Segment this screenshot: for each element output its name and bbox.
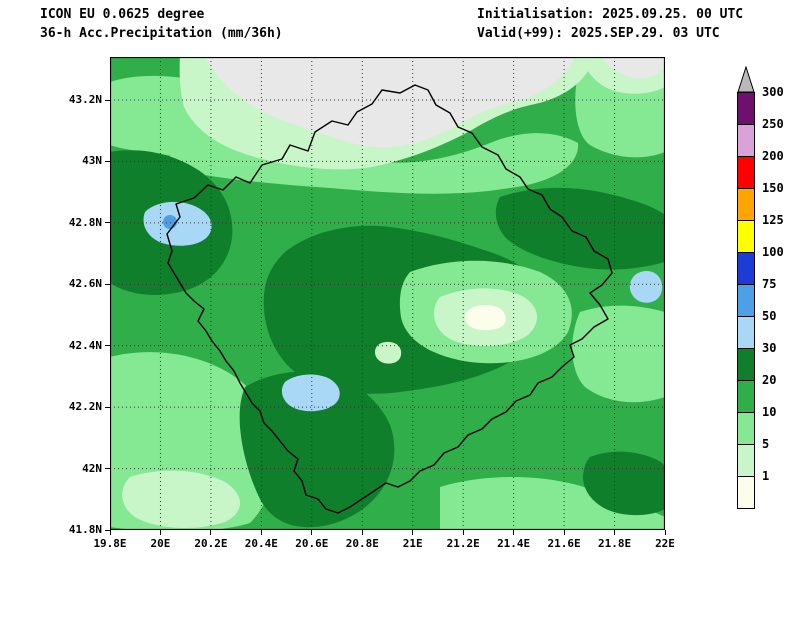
colorbar-label: 5 <box>762 437 770 451</box>
x-tick-label: 20.6E <box>295 537 329 550</box>
colorbar-segment-100-125 <box>737 220 755 253</box>
contour-region-50-75 <box>163 215 177 229</box>
x-tick-label: 21.2E <box>446 537 480 550</box>
contour-region-1-5 <box>375 341 402 364</box>
colorbar-label: 20 <box>762 373 777 387</box>
colorbar-segment-200-250 <box>737 124 755 157</box>
y-tick-mark <box>105 529 110 531</box>
y-tick-label: 42.6N <box>68 277 102 291</box>
x-tick-mark <box>311 530 313 535</box>
y-tick-mark <box>105 222 110 224</box>
x-tick-label: 21E <box>402 537 423 550</box>
y-tick-mark <box>105 406 110 408</box>
x-tick-mark <box>513 530 515 535</box>
contour-region-30-50 <box>281 374 340 412</box>
colorbar-segment-5-10 <box>737 412 755 445</box>
colorbar-label: 300 <box>762 85 784 99</box>
colorbar-label: 125 <box>762 213 784 227</box>
colorbar-segment-<1 <box>737 476 755 509</box>
colorbar-segment-1-5 <box>737 444 755 477</box>
contour-region-0 <box>205 57 575 148</box>
colorbar-overflow-triangle <box>737 66 755 93</box>
x-tick-label: 21.8E <box>597 537 632 550</box>
x-tick-mark <box>109 530 111 535</box>
colorbar-label: 75 <box>762 277 777 291</box>
model-label: ICON EU 0.0625 degree <box>40 7 205 22</box>
colorbar-segment-150-200 <box>737 156 755 189</box>
colorbar-segment-20-30 <box>737 348 755 381</box>
colorbar-label: 150 <box>762 181 784 195</box>
y-tick-label: 42.8N <box>68 215 102 229</box>
colorbar-segment-125-150 <box>737 188 755 221</box>
x-tick-label: 20E <box>150 537 171 550</box>
x-tick-label: 19.8E <box>93 537 127 550</box>
x-tick-mark <box>563 530 565 535</box>
y-tick-mark <box>105 99 110 101</box>
init-time-label: Initialisation: 2025.09.25. 00 UTC <box>477 7 744 22</box>
contour-region-<1 <box>465 305 506 331</box>
plot-frame <box>110 57 665 530</box>
x-tick-label: 21.6E <box>547 537 581 550</box>
colorbar-label: 10 <box>762 405 777 419</box>
contour-region-5-10 <box>572 305 665 403</box>
x-tick-mark <box>210 530 212 535</box>
x-tick-label: 20.2E <box>194 537 228 550</box>
valid-time-label: Valid(+99): 2025.SEP.29. 03 UTC <box>477 26 720 41</box>
precipitation-contour-map <box>110 57 665 530</box>
y-tick-label: 43N <box>82 154 102 168</box>
x-tick-mark <box>614 530 616 535</box>
x-tick-mark <box>412 530 414 535</box>
y-tick-label: 42N <box>82 461 102 475</box>
contour-region-20-30 <box>495 187 665 270</box>
x-tick-mark <box>361 530 363 535</box>
contour-region-0 <box>602 57 665 79</box>
colorbar-label: 30 <box>762 341 777 355</box>
y-tick-mark <box>105 468 110 470</box>
colorbar-label: 100 <box>762 245 784 259</box>
x-tick-mark <box>260 530 262 535</box>
colorbar-label: 200 <box>762 149 784 163</box>
country-border <box>166 84 613 514</box>
colorbar-label: 1 <box>762 469 770 483</box>
contour-region-20-30 <box>582 451 665 516</box>
y-tick-mark <box>105 160 110 162</box>
colorbar-segment-50-75 <box>737 284 755 317</box>
y-tick-mark <box>105 283 110 285</box>
y-tick-mark <box>105 345 110 347</box>
x-tick-mark <box>664 530 666 535</box>
contour-region-30-50 <box>629 271 663 303</box>
x-tick-label: 22E <box>655 537 675 550</box>
y-tick-label: 43.2N <box>68 93 102 106</box>
colorbar-segment-10-20 <box>737 380 755 413</box>
x-tick-label: 20.8E <box>345 537 379 550</box>
x-tick-label: 20.4E <box>244 537 278 550</box>
x-tick-mark <box>159 530 161 535</box>
y-tick-label: 41.8N <box>68 523 102 536</box>
contour-region-30-50 <box>143 201 212 246</box>
contour-region-5-10 <box>440 477 665 530</box>
colorbar-label: 250 <box>762 117 784 131</box>
y-tick-label: 42.4N <box>68 338 102 352</box>
contour-region-20-30 <box>239 371 395 528</box>
colorbar-segment-30-50 <box>737 316 755 349</box>
colorbar-segment-250-300 <box>737 92 755 125</box>
x-tick-mark <box>462 530 464 535</box>
x-tick-label: 21.4E <box>497 537 531 550</box>
product-title: 36-h Acc.Precipitation (mm/36h) <box>40 26 283 41</box>
colorbar-segment-75-100 <box>737 252 755 285</box>
colorbar-label: 50 <box>762 309 777 323</box>
y-tick-label: 42.2N <box>68 400 102 414</box>
